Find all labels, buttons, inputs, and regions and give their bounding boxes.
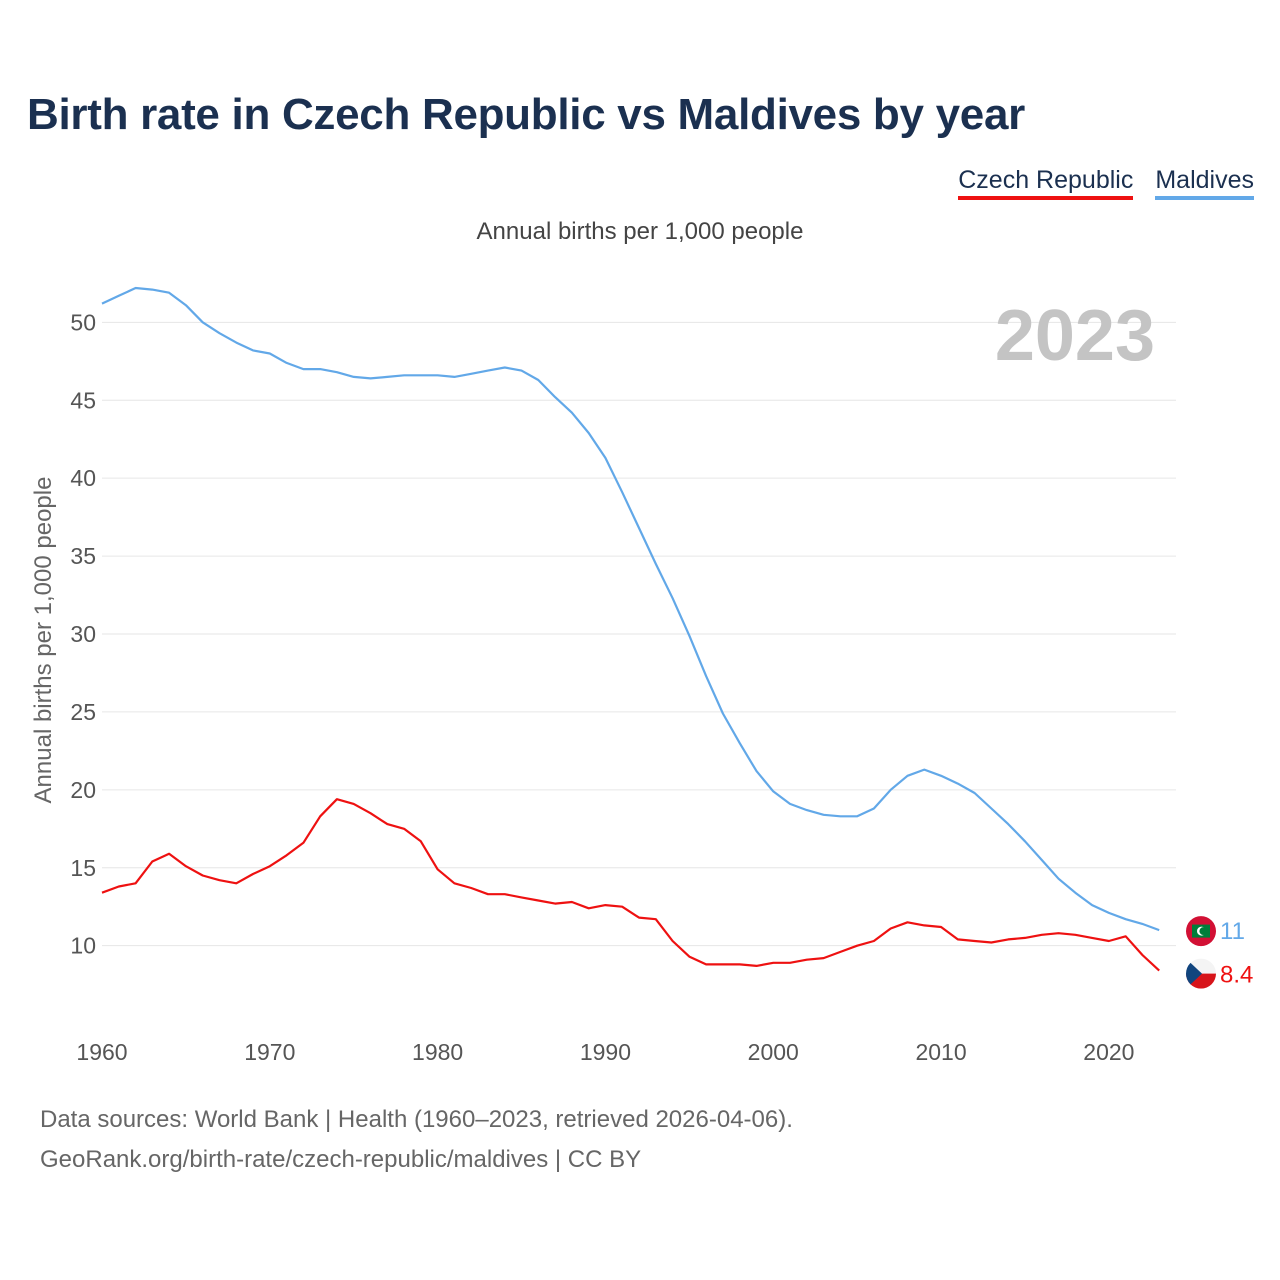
x-tick-label: 1960 bbox=[76, 1039, 127, 1065]
x-tick-label: 2020 bbox=[1083, 1039, 1134, 1065]
end-label-czech-republic: 8.4 bbox=[1220, 962, 1253, 989]
chart-title: Birth rate in Czech Republic vs Maldives… bbox=[27, 90, 1025, 139]
data-source-note: Data sources: World Bank | Health (1960–… bbox=[40, 1106, 793, 1133]
flag-fill bbox=[1186, 958, 1216, 989]
y-tick-label: 20 bbox=[70, 777, 96, 803]
legend-item-czech-republic[interactable]: Czech Republic bbox=[958, 166, 1134, 200]
end-label-maldives: 11 bbox=[1220, 918, 1245, 945]
y-tick-label: 40 bbox=[70, 465, 96, 491]
y-axis-label: Annual births per 1,000 people bbox=[30, 477, 57, 804]
year-label: 2023 bbox=[995, 296, 1155, 376]
x-tick-label: 1980 bbox=[412, 1039, 463, 1065]
y-tick-label: 50 bbox=[70, 309, 96, 335]
grid bbox=[102, 321, 1176, 947]
x-tick-label: 2000 bbox=[748, 1039, 799, 1065]
y-tick-label: 35 bbox=[70, 543, 96, 569]
series bbox=[101, 286, 1160, 972]
source-link[interactable]: GeoRank.org/birth-rate/czech-republic/ma… bbox=[40, 1146, 642, 1173]
flag-crescent-inner bbox=[1199, 927, 1208, 935]
series-line-maldives bbox=[101, 286, 1160, 932]
legend: Czech Republic Maldives bbox=[958, 166, 1254, 200]
legend-item-maldives[interactable]: Maldives bbox=[1155, 166, 1254, 200]
y-tick-label: 15 bbox=[70, 855, 96, 881]
x-tick-label: 1990 bbox=[580, 1039, 631, 1065]
axes: Annual births per 1,000 people 10 15 20 25 3… bbox=[30, 309, 1134, 1065]
flag-blue-triangle bbox=[1186, 958, 1202, 989]
y-tick-label: 25 bbox=[70, 699, 96, 725]
series-line-czech-republic bbox=[101, 798, 1160, 972]
line-chart: Annual births per 1,000 people 10 15 20 25 3… bbox=[30, 286, 1253, 1065]
y-tick-label: 45 bbox=[70, 387, 96, 413]
maldives-flag-icon bbox=[1186, 916, 1216, 947]
chart-subtitle: Annual births per 1,000 people bbox=[476, 218, 804, 245]
czech-republic-flag-icon bbox=[1186, 958, 1216, 989]
y-tick-label: 30 bbox=[70, 621, 96, 647]
y-tick-label: 10 bbox=[70, 933, 96, 959]
x-tick-label: 2010 bbox=[915, 1039, 966, 1065]
end-markers: 8.4 11 bbox=[1186, 916, 1253, 989]
x-tick-label: 1970 bbox=[244, 1039, 295, 1065]
